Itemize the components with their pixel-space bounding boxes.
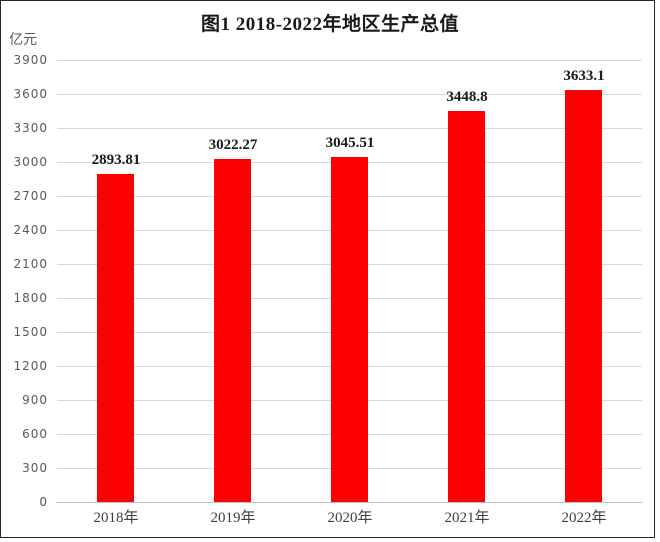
x-axis-line [57,502,642,503]
bar-value-label: 3022.27 [208,137,258,153]
gridline [57,94,642,95]
x-axis-label: 2021年 [444,510,490,526]
y-tick-label: 2400 [13,223,48,237]
chart-title: 图1 2018-2022年地区生产总值 [200,14,460,35]
y-tick-label: 2700 [13,189,48,203]
y-tick-label: 1500 [13,325,48,339]
y-tick-label: 3000 [13,155,48,169]
x-axis-label: 2022年 [561,510,607,526]
y-tick-label: 3600 [13,87,48,101]
bar-value-label: 3633.1 [563,68,605,84]
x-axis-label: 2020年 [327,510,373,526]
y-tick-label: 300 [22,461,48,475]
y-tick-label: 900 [22,393,48,407]
y-tick-label: 3300 [13,121,48,135]
y-tick-label: 1800 [13,291,48,305]
bar [448,111,485,502]
y-axis-unit-label: 亿元 [9,32,37,48]
y-tick-label: 3900 [13,53,48,67]
gridline [57,60,642,61]
y-tick-label: 600 [22,427,48,441]
bar-value-label: 3045.51 [325,135,375,151]
y-tick-label: 2100 [13,257,48,271]
gridline [57,128,642,129]
x-axis-label: 2018年 [93,510,139,526]
y-tick-label: 1200 [13,359,48,373]
bar [331,157,368,502]
bar-value-label: 3448.8 [446,89,488,105]
bar [97,174,134,502]
x-axis-label: 2019年 [210,510,256,526]
bar [214,159,251,502]
bar [565,90,602,502]
bar-value-label: 2893.81 [91,152,141,168]
y-tick-label: 0 [39,495,48,509]
